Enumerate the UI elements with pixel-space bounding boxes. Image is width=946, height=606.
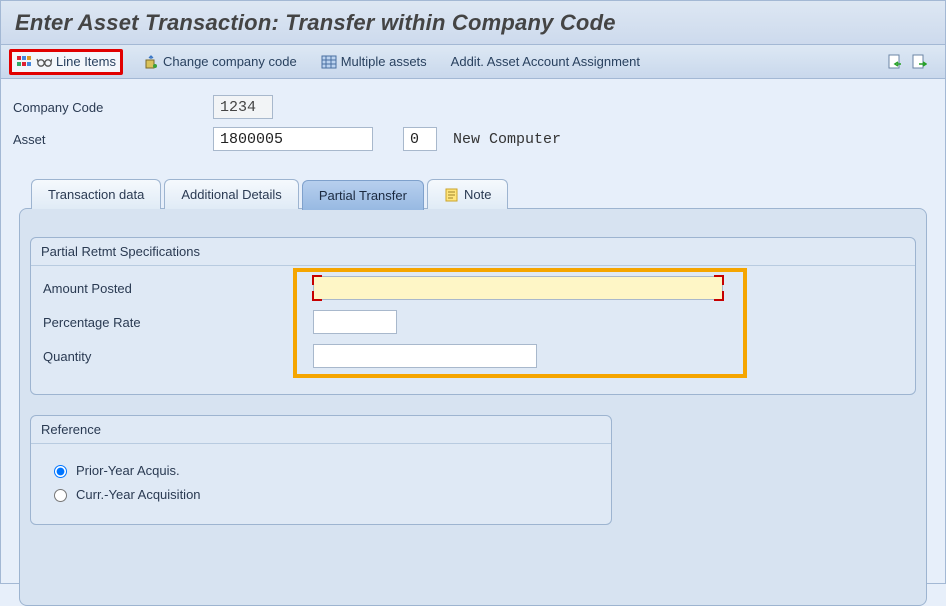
tab-note[interactable]: Note [427,179,508,209]
tab-label: Partial Transfer [319,188,407,203]
change-company-icon [143,54,159,70]
tab-partial-transfer[interactable]: Partial Transfer [302,180,424,210]
grid-icon [16,54,32,70]
radio-curr-year-input[interactable] [54,489,67,502]
page-title: Enter Asset Transaction: Transfer within… [15,10,616,36]
content-area: Company Code Asset New Computer Transact… [1,79,945,606]
amount-posted-row: Amount Posted [43,276,903,300]
doc-in-icon[interactable] [887,54,903,70]
percentage-input[interactable] [313,310,397,334]
note-icon [444,187,460,203]
multiple-assets-button[interactable]: Multiple assets [317,52,431,72]
asset-description: New Computer [453,131,561,148]
company-code-label: Company Code [13,100,213,115]
reference-title: Reference [31,416,611,444]
tab-label: Transaction data [48,187,144,202]
tab-row: Transaction data Additional Details Part… [13,179,933,209]
tab-transaction-data[interactable]: Transaction data [31,179,161,209]
radio-curr-year-label: Curr.-Year Acquisition [76,487,201,502]
asset-row: Asset New Computer [13,127,933,151]
glasses-icon [36,54,52,70]
radio-prior-year[interactable]: Prior-Year Acquis. [49,462,599,478]
tab-additional-details[interactable]: Additional Details [164,179,298,209]
quantity-input[interactable] [313,344,537,368]
asset-label: Asset [13,132,213,147]
line-items-button[interactable]: Line Items [9,49,123,75]
focus-corner [714,291,724,301]
focus-corner [312,291,322,301]
multiple-assets-label: Multiple assets [341,54,427,69]
toolbar: Line Items Change company code Multiple … [1,45,945,79]
company-code-row: Company Code [13,95,933,119]
company-code-input[interactable] [213,95,273,119]
addit-account-assignment-label: Addit. Asset Account Assignment [451,54,640,69]
percentage-label: Percentage Rate [43,315,313,330]
radio-prior-year-label: Prior-Year Acquis. [76,463,180,478]
quantity-row: Quantity [43,344,903,368]
tab-label: Note [464,187,491,202]
line-items-label: Line Items [56,54,116,69]
title-bar: Enter Asset Transaction: Transfer within… [1,1,945,45]
asset-input[interactable] [213,127,373,151]
tab-label: Additional Details [181,187,281,202]
percentage-row: Percentage Rate [43,310,903,334]
tab-body: Partial Retmt Specifications Amount Post… [19,208,927,606]
asset-sub-input[interactable] [403,127,437,151]
partial-group: Partial Retmt Specifications Amount Post… [30,237,916,395]
table-icon [321,54,337,70]
addit-account-assignment-button[interactable]: Addit. Asset Account Assignment [447,52,644,71]
quantity-label: Quantity [43,349,313,364]
doc-out-icon[interactable] [911,54,927,70]
change-company-code-button[interactable]: Change company code [139,52,301,72]
focus-corner [312,275,322,285]
reference-group: Reference Prior-Year Acquis. Curr.-Year … [30,415,612,525]
radio-prior-year-input[interactable] [54,465,67,478]
amount-posted-label: Amount Posted [43,281,313,296]
change-company-code-label: Change company code [163,54,297,69]
partial-group-title: Partial Retmt Specifications [31,238,915,266]
radio-curr-year[interactable]: Curr.-Year Acquisition [49,486,599,502]
focus-corner [714,275,724,285]
amount-posted-input[interactable] [313,276,723,300]
